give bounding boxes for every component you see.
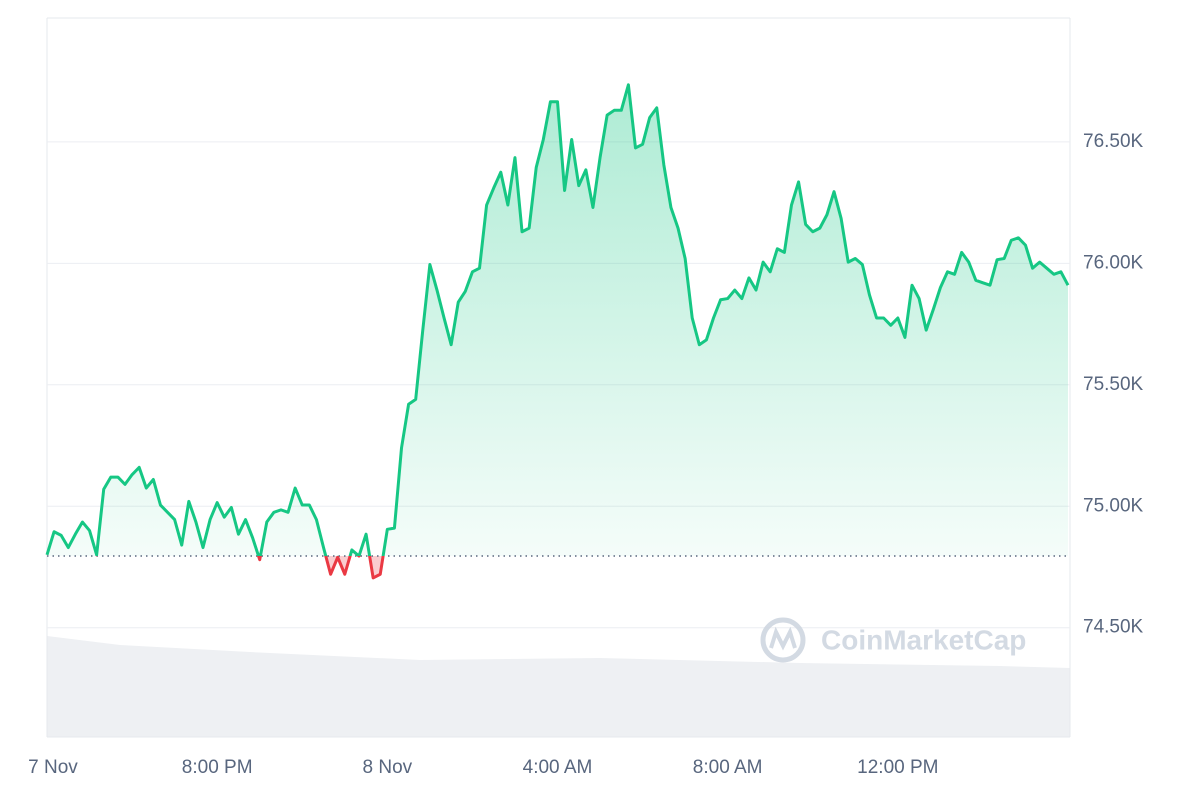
watermark: CoinMarketCap xyxy=(760,617,1026,663)
y-tick-label: 75.50K xyxy=(1083,374,1144,395)
x-tick-label: 8 Nov xyxy=(363,757,413,778)
x-tick-label: 4:00 AM xyxy=(523,757,593,778)
y-tick-label: 76.50K xyxy=(1083,131,1144,152)
price-line-up xyxy=(45,83,1070,557)
x-tick-label: 7 Nov xyxy=(28,757,78,778)
y-tick-label: 75.00K xyxy=(1083,495,1144,516)
watermark-logo-mark xyxy=(769,626,797,651)
area-up xyxy=(47,84,1068,557)
y-tick-label: 76.00K xyxy=(1083,252,1144,273)
x-tick-label: 8:00 AM xyxy=(693,757,763,778)
watermark-text: CoinMarketCap xyxy=(821,624,1026,655)
volume-background xyxy=(47,636,1070,737)
axes: 74.50K 75.00K 75.50K 76.00K 76.50K 7 Nov 8:00 … xyxy=(28,131,1143,778)
plot xyxy=(45,83,1070,580)
x-tick-label: 12:00 PM xyxy=(857,757,938,778)
y-tick-label: 74.50K xyxy=(1083,617,1144,638)
watermark-logo xyxy=(760,617,806,663)
x-tick-label: 8:00 PM xyxy=(182,757,253,778)
